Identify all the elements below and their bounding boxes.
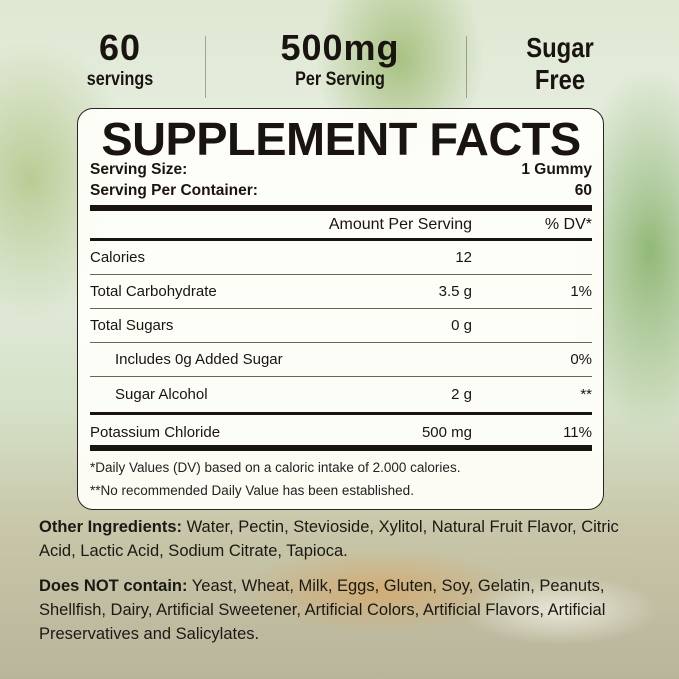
nutrient-dv: 11%: [563, 423, 592, 441]
servings-badge: 60 servings: [60, 28, 180, 92]
highlights-bar: 60 servings 500mg Per Serving Sugar Free: [0, 28, 679, 108]
amount-header: Amount Per Serving: [328, 216, 472, 233]
servings-label: servings: [86, 69, 154, 90]
value: 1 Gummy: [521, 161, 592, 178]
nutrient-dv: 0%: [570, 351, 592, 368]
dv-header: % DV*: [544, 216, 592, 233]
nutrient-row: Potassium Chloride 500 mg 11%: [90, 415, 592, 449]
does-not-contain: Does NOT contain: Yeast, Wheat, Milk, Eg…: [39, 574, 639, 646]
nutrient-row: Total Sugars 0 g: [90, 309, 592, 343]
footnote-no-dv: **No recommended Daily Value has been es…: [90, 483, 414, 498]
other-ingredients-text: Water, Pectin, Stevioside, Xylitol, Natu…: [39, 518, 619, 560]
nutrient-dv: 1%: [570, 283, 592, 300]
supplement-facts-panel: SUPPLEMENT FACTS Serving Size: 1 Gummy S…: [77, 108, 604, 510]
nutrient-row: Includes 0g Added Sugar 0%: [90, 343, 592, 377]
dose-label: Per Serving: [295, 69, 385, 90]
other-ingredients: Other Ingredients: Water, Pectin, Stevio…: [39, 515, 639, 563]
nutrient-amount: 0 g: [451, 317, 472, 334]
divider: [466, 36, 467, 98]
label: Serving Per Container:: [90, 182, 258, 199]
nutrient-amount: 2 g: [451, 385, 472, 403]
dose-value: 500mg: [280, 27, 400, 68]
nutrient-dv: **: [580, 385, 592, 403]
dose-badge: 500mg Per Serving: [250, 28, 430, 92]
does-not-contain-text: Yeast, Wheat, Milk, Eggs, Gluten, Soy, G…: [39, 577, 606, 643]
nutrient-name: Potassium Chloride: [90, 423, 221, 441]
divider: [90, 238, 592, 241]
serving-size-row: Serving Size: 1 Gummy: [90, 161, 592, 179]
divider: [90, 412, 592, 415]
nutrient-name: Total Sugars: [90, 317, 174, 334]
nutrient-row: Total Carbohydrate 3.5 g 1%: [90, 275, 592, 309]
label: Serving Size:: [90, 161, 188, 178]
servings-value: 60: [98, 27, 142, 68]
nutrient-amount: 12: [455, 249, 472, 266]
nutrient-name: Calories: [90, 249, 146, 266]
nutrient-name: Sugar Alcohol: [115, 385, 208, 403]
nutrient-row: Sugar Alcohol 2 g **: [90, 377, 592, 411]
footnote-dv: *Daily Values (DV) based on a caloric in…: [90, 460, 461, 475]
nutrient-amount: 3.5 g: [438, 283, 472, 300]
nutrient-name: Total Carbohydrate: [90, 283, 217, 300]
column-header: Amount Per Serving % DV*: [90, 216, 592, 234]
does-not-contain-label: Does NOT contain:: [39, 577, 188, 595]
free-label: Free: [534, 64, 586, 95]
per-container-row: Serving Per Container: 60: [90, 182, 592, 200]
nutrient-name: Includes 0g Added Sugar: [115, 351, 283, 368]
sugar-label: Sugar: [526, 32, 594, 63]
sugar-free-badge: Sugar Free: [505, 28, 615, 96]
divider: [205, 36, 206, 98]
panel-title: SUPPLEMENT FACTS: [101, 113, 581, 165]
nutrient-row: Calories 12: [90, 241, 592, 275]
thick-divider: [90, 445, 592, 451]
value: 60: [574, 182, 592, 199]
thick-divider: [90, 205, 592, 211]
other-ingredients-label: Other Ingredients:: [39, 518, 183, 536]
nutrient-amount: 500 mg: [421, 423, 472, 441]
